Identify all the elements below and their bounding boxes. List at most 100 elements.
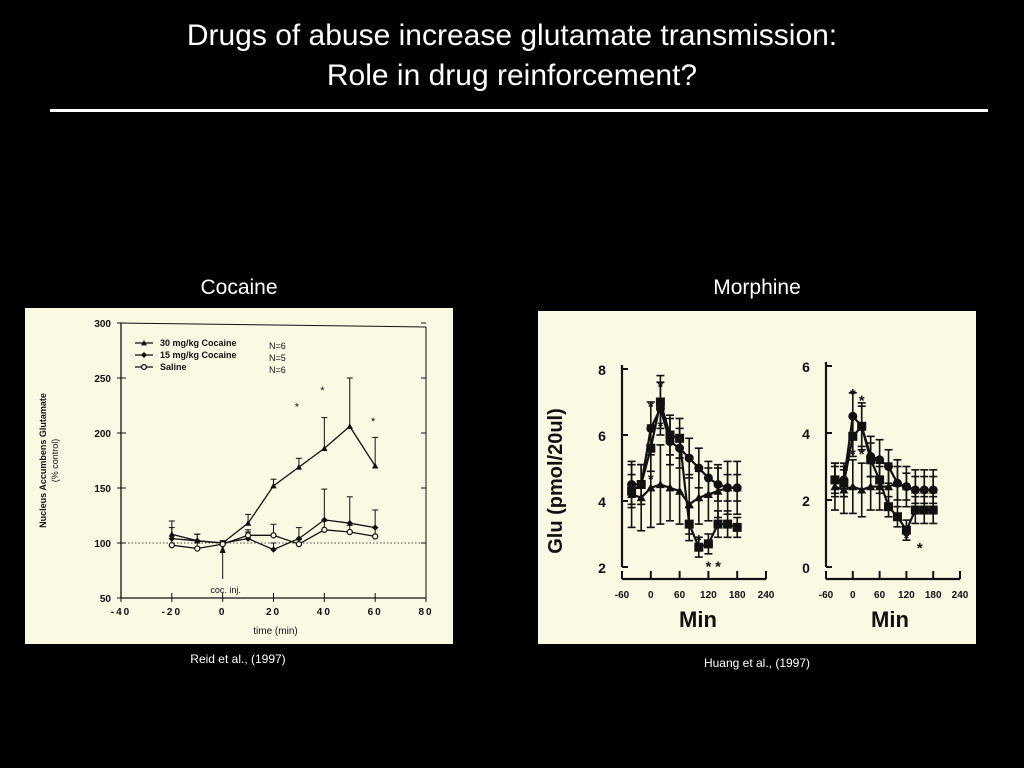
morphine-x-tick-label: 60 (874, 590, 886, 601)
cocaine-y-axis-label-line2: (% control) (50, 439, 60, 483)
morphine-y-tick-label: 6 (802, 359, 810, 375)
morphine-x-tick-label: 60 (674, 590, 686, 601)
morphine-point (703, 489, 713, 498)
cocaine-point (219, 540, 226, 548)
morphine-y-tick-label: 8 (598, 362, 606, 378)
morphine-series (830, 459, 938, 518)
morphine-point (655, 480, 665, 489)
morphine-point (875, 482, 885, 491)
morphine-point (694, 493, 704, 502)
morphine-point (713, 519, 723, 529)
morphine-point (892, 478, 902, 487)
morphine-point (857, 485, 867, 494)
morphine-point (675, 433, 685, 443)
cocaine-point (372, 533, 379, 540)
morphine-significance-star: * (859, 446, 865, 463)
cocaine-point (244, 532, 252, 539)
cocaine-x-axis-label: time (min) (253, 626, 297, 637)
morphine-point (901, 525, 911, 535)
cocaine-point (346, 528, 353, 536)
morphine-point (857, 421, 867, 431)
cocaine-point (321, 445, 328, 451)
cocaine-y-tick-label: 100 (94, 539, 111, 550)
morphine-significance-star: * (903, 530, 909, 547)
morphine-point (703, 539, 713, 549)
cocaine-legend-n: N=6 (269, 365, 286, 375)
morphine-point (732, 522, 742, 532)
cocaine-point (295, 540, 303, 548)
morphine-x-tick-label: -60 (615, 590, 630, 601)
morphine-point (627, 489, 637, 498)
morphine-significance-star: * (657, 379, 663, 396)
cocaine-legend-marker (141, 352, 147, 358)
cocaine-panel-label: Cocaine (200, 276, 278, 299)
cocaine-injection-arrowhead (219, 545, 226, 553)
morphine-y-tick-label: 0 (802, 560, 810, 576)
morphine-point (732, 483, 742, 492)
cocaine-point (321, 526, 328, 533)
morphine-significance-star: * (648, 398, 654, 415)
cocaine-x-tick-label: 0 (219, 607, 227, 618)
morphine-y-tick-label: 2 (598, 560, 606, 576)
morphine-point (694, 463, 704, 473)
title-divider (50, 109, 988, 112)
cocaine-x-tick-label: 80 (418, 607, 433, 618)
morphine-significance-star: * (648, 471, 654, 488)
morphine-y-tick-label: 4 (802, 426, 810, 442)
morphine-point (901, 482, 911, 491)
morphine-point (848, 431, 858, 441)
morphine-significance-star: * (657, 418, 663, 435)
morphine-point (839, 485, 849, 494)
cocaine-legend: 30 mg/kg Cocaine N=6 15 mg/kg Cocaine N=5 Sa… (135, 338, 286, 375)
morphine-point (694, 542, 704, 552)
morphine-series (627, 444, 742, 535)
morphine-point (875, 455, 885, 465)
morphine-significance-star: * (917, 540, 923, 557)
cocaine-legend-label: 30 mg/kg Cocaine (160, 338, 237, 348)
morphine-point (713, 486, 723, 495)
morphine-x-tick-label: 0 (648, 590, 654, 601)
morphine-point (910, 485, 920, 494)
cocaine-point (194, 545, 201, 552)
morphine-point (646, 483, 656, 492)
cocaine-x-tick-label: -40 (111, 607, 131, 618)
cocaine-point (371, 462, 379, 469)
morphine-point (884, 482, 894, 491)
morphine-point (636, 493, 646, 502)
morphine-point (684, 499, 694, 508)
cocaine-point (295, 463, 303, 470)
morphine-point (675, 486, 685, 495)
cocaine-y-tick-label: 200 (94, 429, 111, 440)
cocaine-legend-n: N=6 (269, 341, 286, 351)
morphine-x-axis-label-left: Min (679, 607, 717, 632)
morphine-significance-star: * (859, 393, 865, 410)
cocaine-x-tick-label: -20 (162, 607, 182, 618)
cocaine-point (270, 482, 277, 489)
cocaine-citation: Reid et al., (1997) (190, 652, 286, 666)
cocaine-significance-star: * (371, 416, 376, 428)
morphine-y-axis-label-text: Glu (pmol/20ul) (545, 408, 567, 554)
slide-title-line1: Drugs of abuse increase glutamate transm… (186, 19, 838, 52)
morphine-point (892, 512, 902, 522)
morphine-point (723, 483, 733, 492)
morphine-point (830, 482, 840, 491)
cocaine-y-axis-label-line1: Nucleus Accumbens Glutamate (38, 393, 48, 528)
cocaine-injection-label: coc. inj. (210, 585, 241, 595)
cocaine-y-tick-label: 300 (94, 319, 111, 330)
morphine-x-axis-label-right: Min (871, 607, 909, 632)
cocaine-point (346, 423, 353, 429)
morphine-point (866, 482, 876, 491)
cocaine-series (168, 520, 379, 552)
cocaine-legend-marker (141, 340, 147, 346)
morphine-significance-star: * (850, 386, 856, 403)
cocaine-point (270, 532, 277, 539)
morphine-point (665, 430, 675, 440)
cocaine-x-tick-label: 20 (266, 607, 281, 618)
cocaine-legend-label: Saline (160, 362, 187, 372)
morphine-point (723, 519, 733, 529)
morphine-citation: Huang et al., (1997) (703, 656, 811, 670)
cocaine-point (244, 520, 252, 526)
